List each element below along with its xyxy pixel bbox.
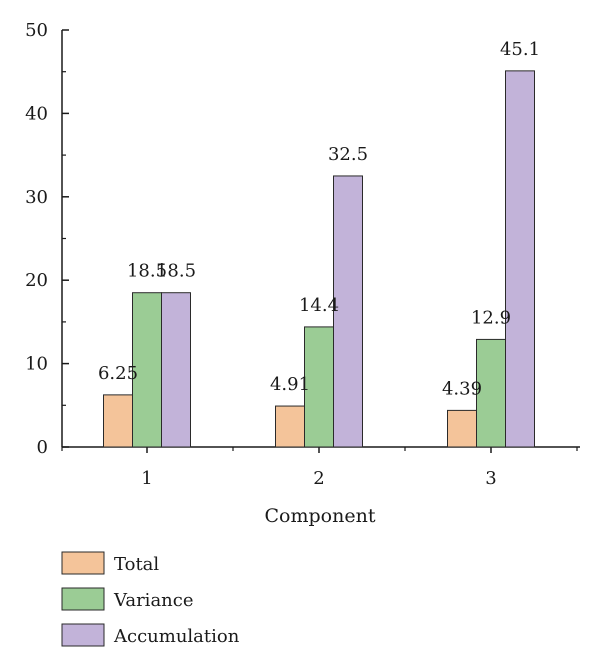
- data-label: 4.91: [270, 374, 310, 395]
- x-axis-title: Component: [265, 505, 376, 527]
- y-tick-label: 10: [25, 354, 48, 375]
- data-label: 18.5: [127, 261, 167, 282]
- x-tick-label: 3: [485, 468, 496, 489]
- data-label: 14.4: [299, 295, 339, 316]
- y-tick-label: 20: [25, 270, 48, 291]
- data-label: 45.1: [500, 39, 540, 60]
- legend-label-total: Total: [114, 554, 159, 575]
- x-axis-ticks: 1 2 3: [61, 447, 578, 489]
- bar-total-2: [275, 405, 305, 448]
- y-tick-label: 40: [25, 103, 48, 124]
- bar-accumulation-3: [505, 70, 535, 448]
- legend-swatch-accumulation: [61, 623, 105, 647]
- bar-total-1: [103, 394, 133, 448]
- legend: Total Variance Accumulation: [61, 551, 240, 647]
- legend-swatch-variance: [61, 587, 105, 611]
- data-label: 6.25: [98, 363, 138, 384]
- legend-label-variance: Variance: [113, 590, 194, 611]
- bar-variance-3: [476, 338, 506, 448]
- x-tick-label: 1: [141, 468, 152, 489]
- data-label: 4.39: [442, 378, 482, 399]
- bar-accumulation-1: [161, 292, 191, 448]
- y-axis-ticks: 0 10 20 30 40 50: [25, 20, 69, 458]
- y-tick-label: 30: [25, 187, 48, 208]
- bar-variance-1: [132, 292, 162, 448]
- data-label: 32.5: [328, 144, 368, 165]
- x-tick-label: 2: [313, 468, 324, 489]
- bar-total-3: [447, 409, 477, 448]
- y-tick-label: 0: [37, 437, 48, 458]
- data-label: 18.5: [156, 261, 196, 282]
- bar-accumulation-2: [333, 175, 363, 448]
- data-label: 12.9: [471, 307, 511, 328]
- bar-series: [103, 70, 535, 448]
- legend-swatch-total: [61, 551, 105, 575]
- y-tick-label: 50: [25, 20, 48, 41]
- legend-label-accumulation: Accumulation: [113, 626, 240, 647]
- data-labels: 6.25 4.91 4.39 18.5 14.4 12.9 18.5 32.5 45.1: [98, 39, 540, 400]
